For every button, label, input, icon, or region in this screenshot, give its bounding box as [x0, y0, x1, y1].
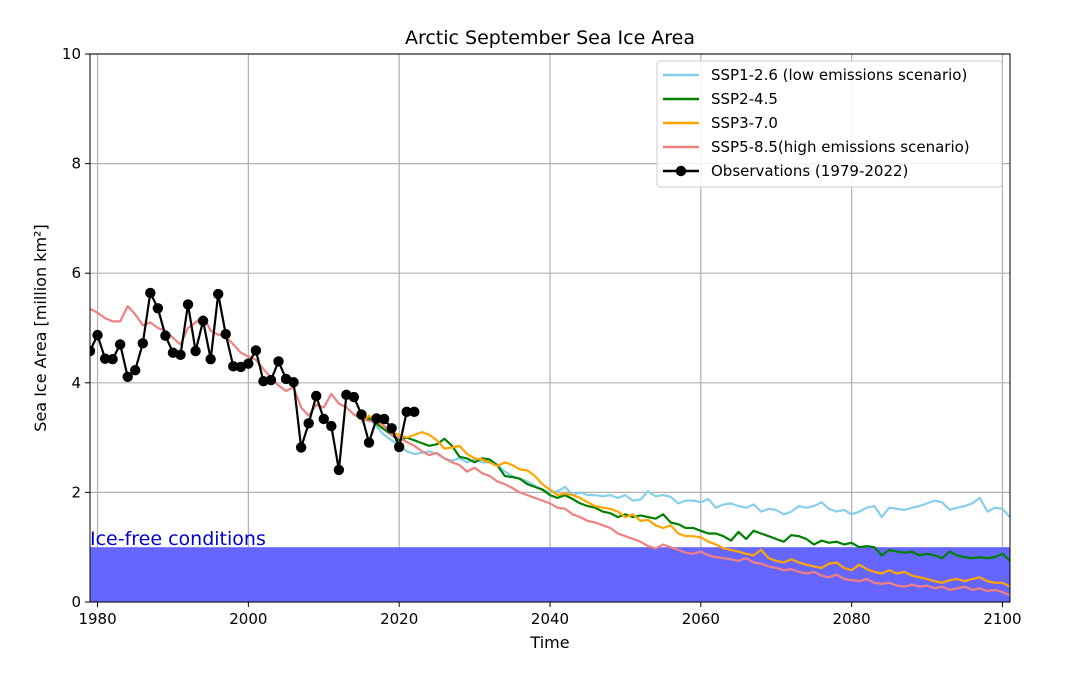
- observation-point: [220, 328, 231, 340]
- observation-point: [228, 361, 239, 372]
- observation-point: [212, 288, 224, 300]
- observation-point: [371, 413, 382, 424]
- observation-point: [190, 345, 201, 357]
- series-line-3: [90, 305, 1010, 597]
- legend: SSP1-2.6 (low emissions scenario) SSP2-4.…: [656, 60, 1003, 188]
- x-tick-label: 2080: [833, 610, 871, 628]
- y-tick-label: 8: [71, 155, 81, 173]
- series-line-2: [360, 414, 1010, 588]
- chart-title: Arctic September Sea Ice Area: [405, 27, 695, 49]
- y-tick-label: 10: [62, 45, 81, 63]
- observation-point: [401, 406, 412, 418]
- x-tick-label: 2060: [682, 610, 720, 628]
- observation-point: [182, 299, 194, 310]
- observation-point: [288, 377, 299, 388]
- series-line-1: [361, 417, 1010, 562]
- y-tick-label: 4: [71, 374, 81, 392]
- observation-point: [92, 329, 103, 341]
- observation-point: [114, 339, 126, 350]
- legend-label: SSP1-2.6 (low emissions scenario): [711, 66, 967, 84]
- observation-point: [130, 364, 141, 376]
- x-axis-label: Time: [529, 633, 569, 652]
- observation-point: [250, 345, 262, 356]
- observation-point: [363, 437, 375, 448]
- y-axis-label: Sea Ice Area [million km²]: [31, 224, 50, 431]
- legend-marker: [675, 165, 687, 177]
- observation-point: [160, 330, 171, 341]
- observation-point: [152, 303, 164, 314]
- observation-point: [326, 420, 337, 432]
- y-tick-label: 6: [71, 264, 81, 282]
- y-tick-label: 2: [71, 483, 81, 501]
- series-line-0: [361, 417, 1010, 519]
- observation-point: [145, 287, 156, 299]
- observation-point: [205, 354, 216, 365]
- y-tick-label: 0: [71, 593, 81, 611]
- observation-point: [333, 464, 345, 476]
- x-tick-label: 2040: [531, 610, 569, 628]
- observation-point: [122, 371, 133, 382]
- observation-point: [303, 418, 314, 429]
- observation-point: [348, 391, 360, 403]
- ice-free-region: [90, 547, 1010, 602]
- legend-label: SSP3-7.0: [711, 114, 778, 132]
- observation-point: [311, 390, 322, 402]
- ice-free-label: Ice-free conditions: [90, 528, 266, 550]
- observation-point: [197, 315, 209, 327]
- legend-label: Observations (1979-2022): [711, 162, 908, 180]
- legend-label: SSP5-8.5(high emissions scenario): [711, 138, 970, 156]
- observation-point: [409, 406, 420, 418]
- observation-point: [107, 354, 118, 365]
- legend-box: [656, 60, 1003, 188]
- observation-point: [265, 374, 277, 386]
- x-tick-label: 2020: [380, 610, 418, 628]
- observation-point: [243, 358, 254, 369]
- series-lines: [90, 287, 1010, 597]
- ice-free-band: [90, 547, 1010, 602]
- observation-point: [393, 441, 405, 453]
- observation-point: [175, 349, 186, 361]
- observation-point: [137, 338, 148, 349]
- observation-point: [295, 442, 307, 453]
- observation-point: [90, 345, 96, 357]
- axis-ticks: 1980 2000 2020 2040 2060 2080 2100 0 2 4 6 8 10: [62, 45, 1022, 628]
- observation-point: [378, 413, 390, 425]
- observation-point: [356, 409, 367, 420]
- observation-point: [273, 356, 284, 367]
- x-tick-label: 2100: [983, 610, 1021, 628]
- x-tick-label: 2000: [229, 610, 267, 628]
- legend-label: SSP2-4.5: [711, 90, 778, 108]
- observation-point: [386, 423, 397, 434]
- observation-point: [318, 413, 329, 425]
- x-tick-label: 1980: [78, 610, 116, 628]
- observation-point: [99, 353, 111, 364]
